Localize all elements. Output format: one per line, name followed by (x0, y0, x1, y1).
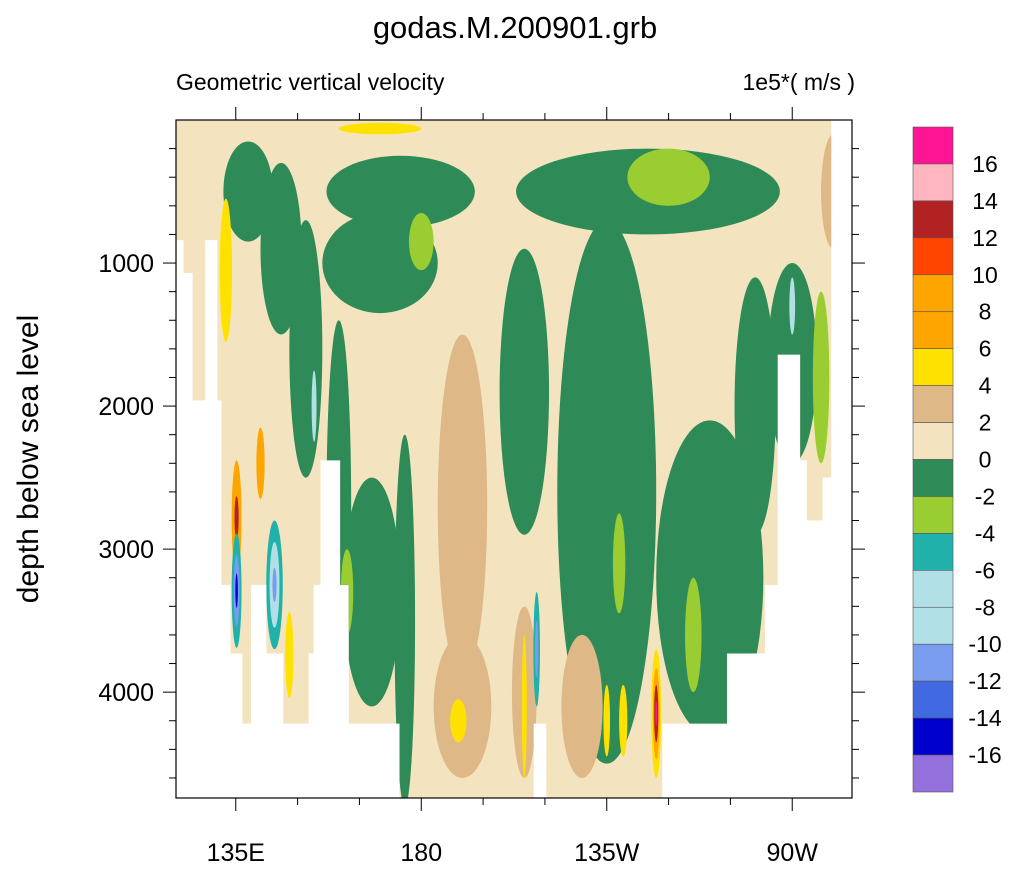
right-subtitle: 1e5*( m/s ) (743, 69, 855, 95)
colorbar-box (912, 200, 954, 239)
colorbar-label: 8 (979, 299, 992, 325)
contour-region (821, 134, 832, 249)
contour-region (812, 291, 830, 464)
colorbar-box (912, 274, 954, 313)
contour-region (603, 685, 611, 757)
contour-region (289, 220, 323, 478)
axes: 135E 180 135W 90W 1000 2000 3000 4000 (98, 107, 865, 867)
contour-region (655, 700, 658, 727)
y-tick-label: 3000 (98, 536, 154, 564)
contour-region (557, 220, 657, 764)
colorbar-label: -6 (975, 557, 995, 583)
contour-region (322, 212, 438, 314)
y-axis-label: depth below sea level (12, 315, 45, 604)
colorbar-box (912, 606, 954, 645)
x-tick-label: 135E (207, 839, 265, 867)
contour-region (285, 612, 294, 698)
colorbar-box (912, 643, 954, 682)
contour-region (256, 427, 265, 500)
contour-region (535, 620, 539, 678)
left-subtitle: Geometric vertical velocity (176, 69, 445, 95)
contour-region (219, 198, 233, 342)
contour-region (394, 434, 416, 798)
colorbar-box (912, 311, 954, 349)
contour-region (235, 573, 238, 608)
colorbar-label: 2 (979, 410, 992, 436)
contour-region (627, 148, 710, 206)
contour-region (326, 155, 475, 228)
colorbar-label: 14 (972, 188, 998, 214)
x-tick-label: 135W (574, 839, 640, 867)
contour-region (340, 549, 354, 635)
colorbar-label: -10 (968, 631, 1001, 657)
colorbar-label: -12 (968, 668, 1001, 694)
colorbar-box (912, 533, 954, 571)
colorbar-label: 10 (972, 262, 998, 288)
colorbar-box (912, 126, 954, 165)
contour-region (685, 577, 702, 693)
colorbar-label: 6 (979, 336, 992, 362)
contour-region (734, 277, 776, 535)
y-tick-label: 4000 (98, 679, 154, 707)
colorbar-label: 16 (972, 151, 998, 177)
colorbar: 16 14 12 10 8 6 4 2 0 -2 -4 -6 -8 -10 -12 -14 -16 (912, 126, 1002, 793)
x-tick-label: 180 (400, 839, 442, 867)
contour-region (450, 699, 467, 743)
y-tick-label: 1000 (98, 250, 154, 278)
plot-frame (175, 119, 853, 799)
contour-field (176, 120, 832, 798)
contour-region (499, 248, 550, 535)
contour-region (437, 334, 488, 678)
colorbar-label: -8 (975, 594, 995, 620)
colorbar-label: -16 (968, 742, 1001, 768)
colorbar-box (912, 163, 954, 202)
x-tick-label: 90W (767, 839, 819, 867)
contour-region (272, 567, 277, 603)
contour-region (338, 122, 422, 135)
contour-region (408, 212, 434, 271)
colorbar-box (912, 570, 954, 608)
colorbar-label: -2 (975, 483, 995, 509)
contour-region (561, 634, 603, 778)
contour-region (789, 277, 796, 335)
contour-region (326, 320, 352, 693)
colorbar-box (912, 717, 954, 756)
contour-region (223, 141, 273, 242)
colorbar-box (912, 422, 954, 460)
colorbar-label: 12 (972, 225, 998, 251)
colorbar-box (912, 680, 954, 719)
colorbar-label: -14 (968, 705, 1001, 731)
colorbar-box (912, 459, 954, 497)
colorbar-box (912, 496, 954, 534)
colorbar-label: -4 (975, 520, 996, 546)
contour-region (612, 513, 626, 614)
colorbar-box (912, 237, 954, 276)
colorbar-box (912, 754, 954, 793)
contour-region (342, 477, 401, 707)
contour-region (311, 370, 317, 442)
colorbar-label: 4 (979, 373, 992, 399)
chart-title: godas.M.200901.grb (373, 10, 657, 45)
y-tick-label: 2000 (98, 393, 154, 421)
colorbar-label: 0 (979, 447, 992, 473)
colorbar-box (912, 385, 954, 423)
colorbar-box (912, 348, 954, 386)
contour-region (234, 496, 239, 540)
contour-region (619, 685, 628, 757)
contour-region (521, 634, 527, 778)
